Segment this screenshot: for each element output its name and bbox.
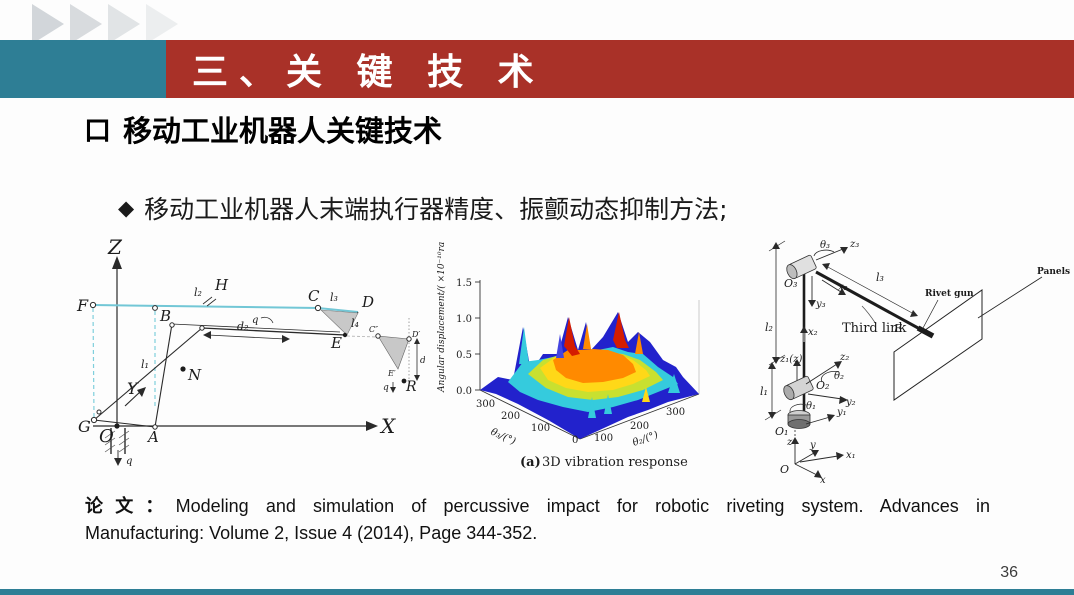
svg-text:100: 100 (531, 423, 550, 434)
svg-text:300: 300 (666, 407, 685, 418)
svg-text:θ₂/(°): θ₂/(°) (631, 429, 659, 448)
page-number: 36 (1000, 564, 1018, 581)
svg-text:E′: E′ (387, 369, 396, 378)
svg-text:G: G (78, 417, 91, 436)
svg-text:d: d (420, 356, 425, 366)
svg-text:Y: Y (127, 379, 139, 398)
svg-text:H: H (214, 276, 229, 294)
svg-text:C″: C″ (369, 325, 378, 334)
svg-text:l₁: l₁ (141, 358, 149, 371)
svg-text:d₂: d₂ (237, 320, 248, 333)
svg-text:l₂: l₂ (765, 321, 773, 334)
reference-line-1: Modeling and simulation of percussive im… (175, 496, 990, 516)
svg-text:1.0: 1.0 (456, 314, 472, 325)
svg-text:O₁: O₁ (775, 425, 788, 438)
svg-text:Third link: Third link (842, 321, 907, 336)
svg-text:Panels: Panels (1037, 267, 1070, 277)
bottom-accent-bar (0, 589, 1074, 595)
svg-text:z₁(z): z₁(z) (779, 354, 802, 365)
svg-text:x₁: x₁ (846, 450, 856, 461)
svg-text:C: C (308, 287, 320, 305)
svg-text:y₂: y₂ (845, 397, 856, 408)
svg-text:F: F (76, 296, 89, 315)
svg-text:O: O (780, 463, 789, 476)
svg-text:θ₃: θ₃ (820, 240, 830, 251)
svg-text:q: q (383, 383, 389, 393)
svg-text:D′: D′ (411, 330, 420, 339)
bullet-line: ◆ 移动工业机器人末端执行器精度、振颤动态抑制方法; (118, 190, 728, 226)
svg-text:Angular displacement/( ×10⁻¹⁰r: Angular displacement/( ×10⁻¹⁰rad) (436, 242, 447, 393)
slide-title: 三、关 键 技 术 (192, 52, 545, 93)
svg-text:z₂: z₂ (839, 352, 849, 363)
svg-text:Z: Z (107, 238, 123, 259)
svg-text:O₃: O₃ (784, 277, 797, 290)
reference-label: 论文： (85, 496, 176, 517)
banner: 三、关 键 技 术 (166, 40, 1074, 98)
svg-text:y₃: y₃ (815, 299, 826, 310)
reference-text: 论文：Modeling and simulation of percussive… (85, 493, 990, 546)
svg-text:θ₃/(°): θ₃/(°) (489, 427, 518, 448)
banner-teal-block (0, 40, 166, 98)
svg-text:q: q (126, 456, 132, 467)
svg-text:200: 200 (501, 411, 520, 422)
figure-robot-schematic: θ₃ z₃ O₃ x₃ y₃ l₃ l₂ x₂ Third link Rivet… (742, 232, 1072, 487)
section-heading: 口 移动工业机器人关键技术 (84, 114, 442, 149)
svg-text:y: y (809, 440, 816, 451)
svg-text:z₃: z₃ (849, 239, 859, 250)
figure-3d-vibration-plot: 1.5 1.0 0.5 0.0 300 200 100 0 100 200 30… (428, 242, 720, 474)
svg-text:y₁: y₁ (836, 407, 847, 418)
svg-text:z: z (786, 437, 793, 448)
bullet-line-text: 移动工业机器人末端执行器精度、振颤动态抑制方法; (144, 195, 728, 224)
svg-text:0.5: 0.5 (456, 350, 472, 361)
svg-text:0.0: 0.0 (456, 386, 472, 397)
svg-text:θ₁: θ₁ (806, 401, 816, 412)
svg-text:N: N (187, 366, 202, 384)
svg-text:1.5: 1.5 (456, 278, 472, 289)
svg-text:O: O (99, 426, 114, 447)
svg-text:3D vibration response: 3D vibration response (542, 455, 688, 470)
square-bullet-icon: 口 (84, 115, 111, 147)
svg-text:(a): (a) (520, 455, 541, 470)
svg-text:E: E (893, 322, 902, 335)
svg-text:l₂: l₂ (194, 286, 202, 299)
reference-line-2: Manufacturing: Volume 2, Issue 4 (2014),… (85, 523, 538, 543)
svg-text:300: 300 (476, 399, 495, 410)
svg-text:0: 0 (572, 435, 578, 446)
svg-text:200: 200 (630, 421, 649, 432)
svg-text:D: D (361, 293, 374, 311)
svg-text:A: A (146, 428, 159, 446)
chevron-right-icons (32, 4, 178, 44)
svg-text:100: 100 (594, 433, 613, 444)
svg-text:l₄: l₄ (351, 317, 359, 330)
diamond-bullet-icon: ◆ (118, 196, 135, 220)
svg-text:q: q (252, 315, 258, 326)
svg-text:O₂: O₂ (816, 379, 829, 392)
svg-text:l₃: l₃ (330, 291, 338, 304)
svg-text:l₁: l₁ (760, 385, 768, 398)
svg-text:B: B (159, 307, 171, 325)
svg-text:x: x (820, 475, 826, 486)
svg-text:R: R (405, 379, 417, 395)
svg-text:x₃: x₃ (838, 282, 848, 293)
section-heading-text: 移动工业机器人关键技术 (123, 114, 443, 148)
figure-kinematic-diagram: Z X Y O A G F B H C D E N R C″ D′ E′ l₁ … (75, 238, 425, 483)
svg-text:θ₂: θ₂ (834, 371, 844, 382)
svg-text:X: X (379, 414, 396, 438)
svg-text:x₂: x₂ (808, 327, 818, 338)
svg-text:Rivet gun: Rivet gun (925, 289, 974, 299)
svg-text:E: E (330, 334, 342, 352)
svg-text:l₃: l₃ (876, 271, 884, 284)
